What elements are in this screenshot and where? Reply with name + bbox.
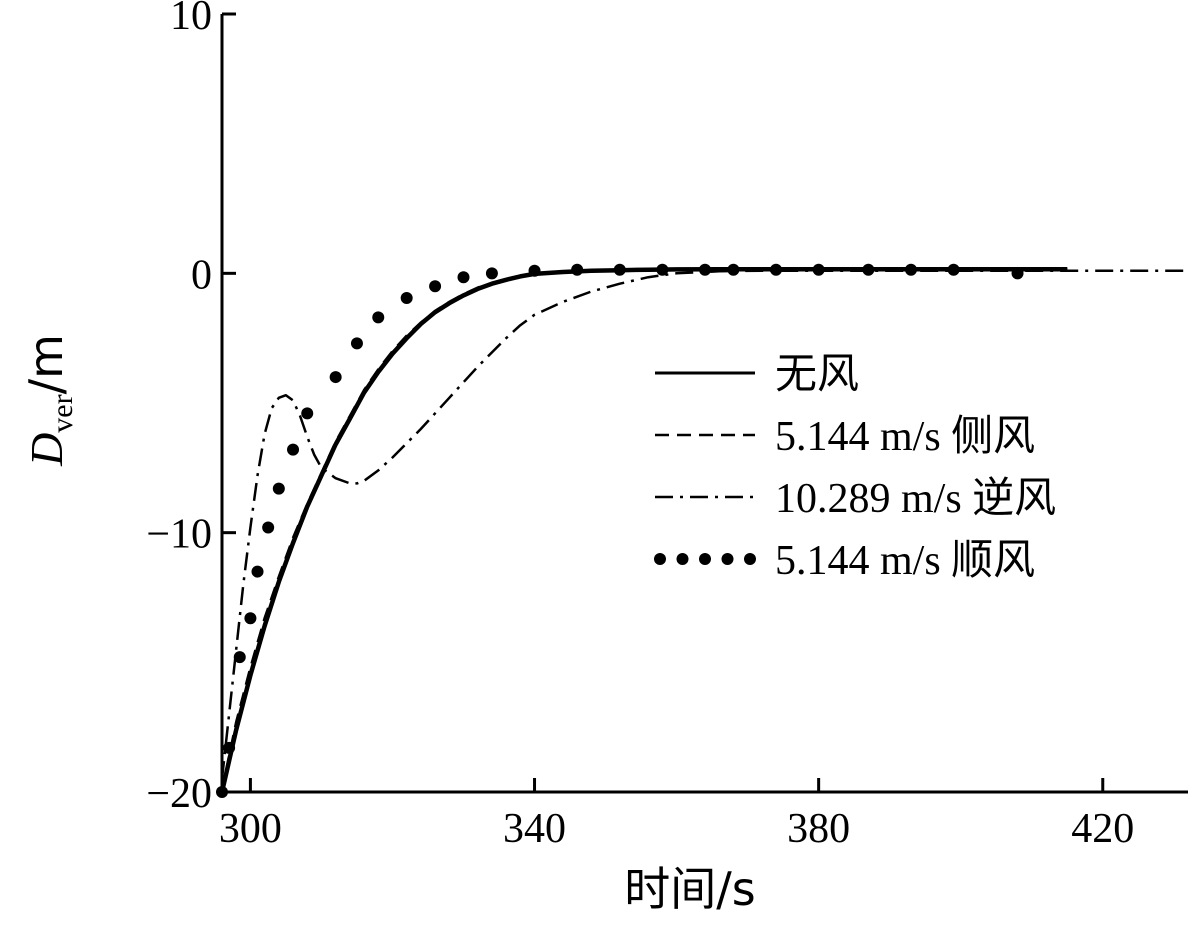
data-point: [262, 521, 275, 534]
data-point: [812, 263, 825, 276]
series-3-line: [220, 269, 1188, 780]
data-point: [429, 280, 442, 293]
y-axis-subscript: ver: [46, 394, 79, 432]
legend-label: 无风: [775, 352, 859, 398]
data-point: [485, 267, 498, 280]
data-point: [223, 741, 236, 754]
data-point: [656, 263, 669, 276]
data-point: [947, 263, 960, 276]
legend-marker: [721, 553, 734, 565]
x-tick-label: 380: [787, 806, 850, 852]
x-tick-label: 300: [219, 806, 282, 852]
legend: 无风 5.144 m/s 侧风 10.289 m/s 逆风 5.144 m/s 顺风: [654, 352, 1056, 584]
legend-item: 5.144 m/s 侧风: [655, 414, 1035, 460]
y-tick-label: 0: [191, 252, 212, 298]
data-point: [699, 263, 711, 276]
y-axis-unit: /m: [19, 334, 73, 394]
series-2-line: [220, 267, 1068, 793]
data-point: [1011, 267, 1024, 280]
data-point: [329, 371, 342, 384]
y-axis-symbol: D: [21, 433, 72, 467]
legend-marker: [699, 553, 711, 565]
data-point: [216, 786, 228, 798]
data-point: [372, 311, 385, 324]
series-1-line: [219, 266, 1068, 793]
legend-marker: [676, 553, 689, 565]
data-point: [862, 263, 875, 276]
y-tick-label: 10: [170, 0, 212, 39]
data-point: [272, 482, 285, 495]
data-point: [350, 337, 363, 350]
data-point: [400, 291, 413, 304]
data-point: [244, 612, 257, 625]
legend-label: 5.144 m/s 侧风: [775, 414, 1035, 460]
data-point: [904, 263, 917, 276]
x-tick-label: 420: [1071, 806, 1134, 852]
data-point: [727, 263, 740, 276]
data-point: [233, 651, 246, 664]
legend-item: 10.289 m/s 逆风: [655, 475, 1056, 522]
legend-marker: [744, 553, 756, 565]
x-axis-title: 时间/s: [624, 862, 755, 916]
data-point: [613, 263, 626, 276]
data-point: [457, 271, 470, 284]
data-point: [528, 264, 541, 277]
y-tick-label: −10: [146, 512, 212, 558]
x-tick-label: 340: [503, 806, 566, 852]
data-point: [770, 263, 783, 276]
legend-label: 5.144 m/s 顺风: [775, 538, 1035, 584]
axes: [220, 14, 1188, 794]
tick-labels: 300 340 380 420 10 0 −10 −20: [146, 0, 1134, 852]
data-point: [571, 263, 584, 276]
ticks: [222, 12, 1105, 794]
legend-item: 无风: [655, 352, 859, 398]
series-group: [216, 263, 1188, 798]
data-point: [287, 443, 300, 456]
data-point: [251, 565, 264, 578]
y-axis-title: Dver/m: [19, 334, 79, 467]
legend-item: 5.144 m/s 顺风: [654, 538, 1035, 584]
series-4-points: [216, 263, 1024, 798]
y-tick-label: −20: [146, 771, 212, 817]
legend-marker: [654, 553, 666, 565]
data-point: [301, 407, 314, 420]
legend-label: 10.289 m/s 逆风: [775, 475, 1056, 522]
